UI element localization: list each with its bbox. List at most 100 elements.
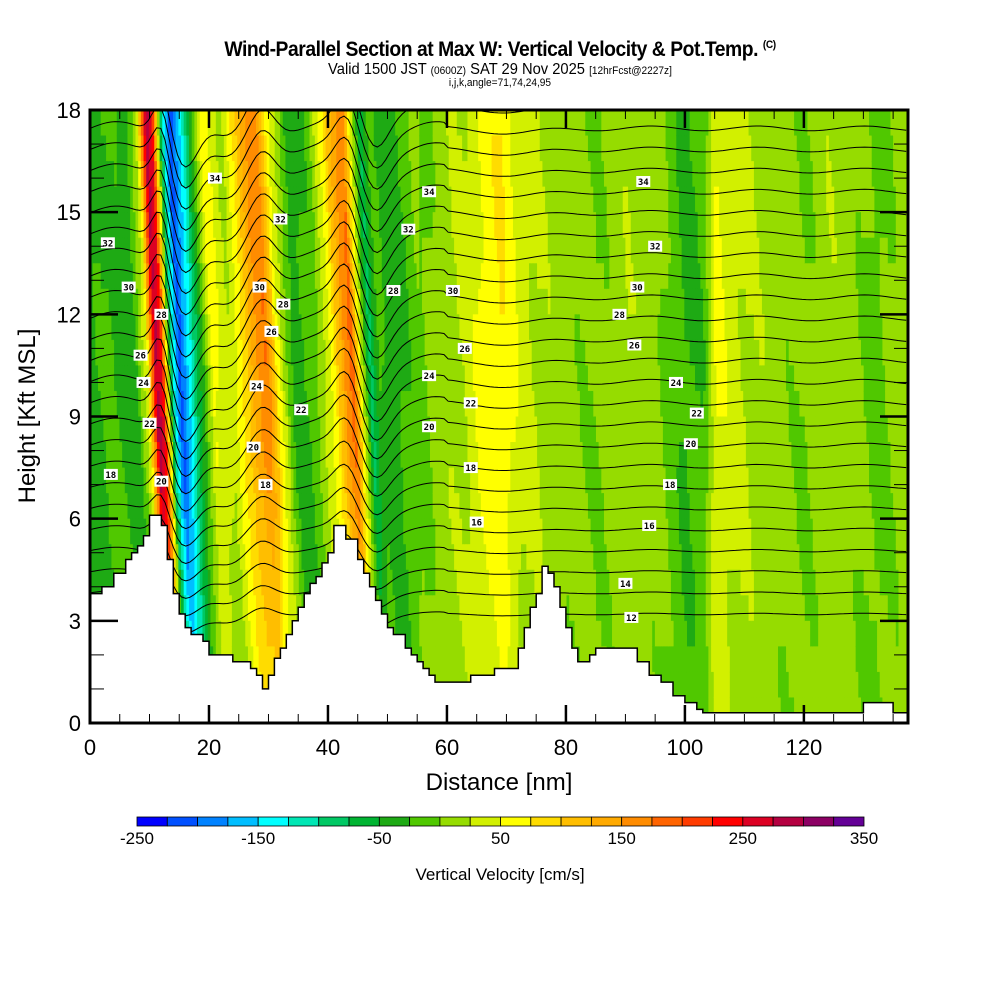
field-cell	[357, 442, 361, 469]
field-cell	[301, 186, 305, 213]
field-cell	[601, 442, 605, 469]
field-cell	[151, 237, 155, 264]
field-cell	[566, 518, 570, 545]
field-cell	[226, 467, 230, 494]
field-cell	[440, 110, 444, 137]
field-cell	[258, 237, 262, 264]
field-cell	[427, 263, 431, 290]
field-cell	[266, 544, 270, 571]
field-cell	[349, 288, 353, 315]
field-cell	[512, 595, 517, 622]
field-cell	[550, 442, 554, 469]
field-cell	[636, 595, 640, 622]
field-cell	[352, 493, 356, 520]
valid-date: SAT 29 Nov 2025	[470, 61, 585, 78]
field-cell	[625, 161, 629, 188]
field-cell	[550, 416, 554, 443]
field-cell	[454, 518, 458, 545]
field-cell	[397, 339, 402, 367]
field-cell	[435, 288, 439, 315]
field-cell	[255, 544, 260, 571]
field-cell	[290, 518, 295, 545]
field-cell	[470, 314, 474, 341]
field-cell	[408, 186, 412, 213]
field-cell	[181, 288, 185, 315]
field-cell	[320, 314, 324, 341]
field-cell	[395, 314, 399, 341]
field-cell	[167, 110, 171, 137]
field-cell	[288, 569, 292, 596]
field-cell	[338, 390, 343, 418]
field-cell	[162, 442, 166, 469]
field-cell	[561, 237, 565, 264]
field-cell	[376, 544, 380, 571]
field-cell	[242, 135, 246, 162]
field-cell	[510, 365, 514, 392]
field-cell	[531, 467, 535, 494]
field-cell	[127, 365, 131, 392]
field-cell	[488, 646, 493, 673]
field-cell	[499, 314, 503, 341]
field-cell	[127, 339, 131, 367]
field-cell	[146, 161, 150, 188]
field-cell	[189, 288, 193, 315]
field-cell	[301, 288, 305, 315]
field-cell	[181, 314, 185, 341]
field-cell	[272, 518, 276, 545]
field-cell	[547, 365, 552, 392]
field-cell	[582, 569, 586, 596]
field-cell	[429, 110, 434, 137]
field-cell	[226, 365, 230, 392]
field-cell	[494, 416, 498, 443]
field-cell	[154, 314, 158, 341]
field-cell	[604, 365, 608, 392]
field-cell	[601, 263, 605, 290]
field-cell	[644, 365, 648, 392]
field-cell	[395, 493, 399, 520]
field-cell	[502, 161, 506, 188]
field-cell	[531, 339, 535, 367]
field-cell	[585, 493, 589, 520]
field-cell	[207, 237, 212, 264]
field-cell	[395, 212, 399, 239]
field-cell	[306, 544, 311, 571]
field-cell	[496, 493, 501, 520]
field-cell	[526, 595, 530, 622]
field-cell	[210, 390, 214, 418]
field-cell	[148, 237, 153, 264]
field-cell	[555, 314, 560, 341]
field-cell	[116, 314, 121, 341]
field-cell	[322, 544, 327, 571]
field-cell	[630, 390, 635, 418]
field-cell	[202, 365, 206, 392]
field-cell	[451, 467, 455, 494]
field-cell	[590, 569, 594, 596]
field-cell	[488, 416, 493, 443]
field-cell	[202, 467, 206, 494]
field-cell	[499, 212, 503, 239]
field-cell	[148, 263, 153, 290]
field-cell	[338, 186, 343, 213]
field-cell	[456, 365, 461, 392]
field-cell	[462, 110, 466, 137]
field-cell	[108, 314, 113, 341]
field-cell	[363, 212, 367, 239]
field-cell	[579, 314, 584, 341]
field-cell	[526, 493, 530, 520]
field-cell	[298, 442, 303, 469]
field-cell	[336, 365, 340, 392]
field-cell	[178, 339, 182, 367]
field-cell	[258, 620, 262, 647]
field-cell	[630, 110, 635, 137]
field-cell	[416, 416, 420, 443]
field-cell	[247, 186, 252, 213]
field-cell	[349, 186, 353, 213]
field-cell	[395, 390, 399, 418]
field-cell	[231, 339, 236, 367]
field-cell	[261, 161, 265, 188]
field-cell	[630, 212, 635, 239]
field-cell	[435, 339, 439, 367]
field-cell	[424, 646, 428, 673]
field-cell	[539, 288, 544, 315]
field-cell	[237, 416, 241, 443]
